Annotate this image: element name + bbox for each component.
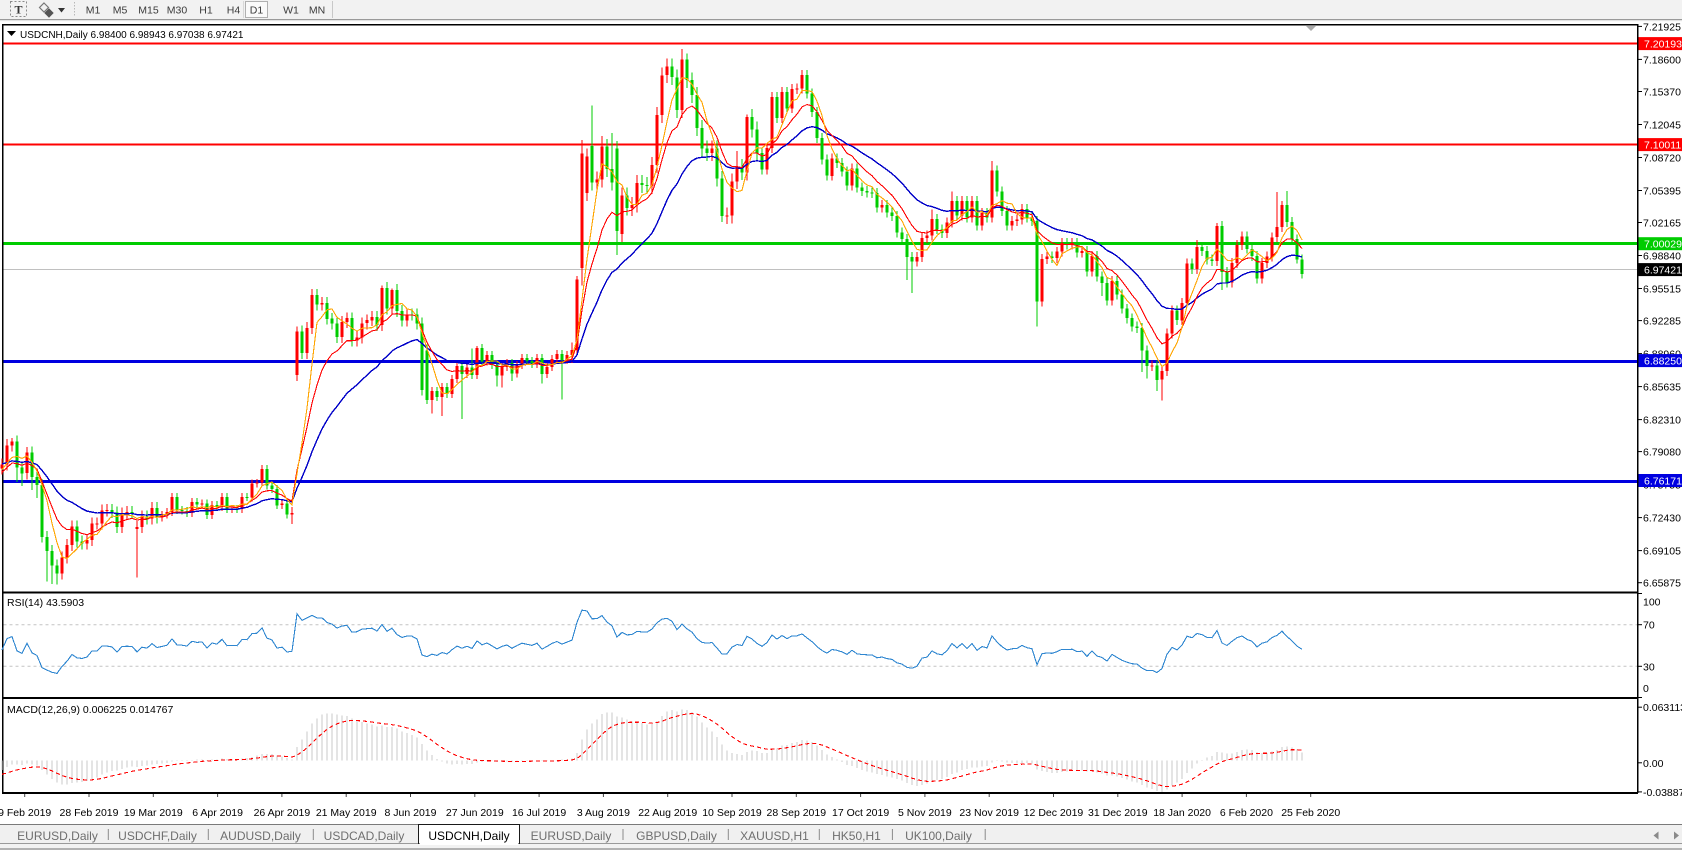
svg-text:H4: H4 xyxy=(227,5,241,17)
svg-text:EURUSD,Daily: EURUSD,Daily xyxy=(531,829,612,843)
svg-text:USDCNH,Daily 6.98400 6.98943: USDCNH,Daily 6.98400 6.98943 6.97038 6.9… xyxy=(20,30,244,41)
svg-text:21 May 2019: 21 May 2019 xyxy=(316,807,377,819)
svg-text:25 Feb 2020: 25 Feb 2020 xyxy=(1281,807,1340,819)
svg-text:6.92285: 6.92285 xyxy=(1643,316,1681,328)
svg-text:3 Aug 2019: 3 Aug 2019 xyxy=(577,807,630,819)
svg-text:6.82310: 6.82310 xyxy=(1643,415,1681,427)
svg-text:MACD(12,26,9) 0.006225 0.01476: MACD(12,26,9) 0.006225 0.014767 xyxy=(7,704,174,716)
svg-text:XAUUSD,H1: XAUUSD,H1 xyxy=(740,829,809,843)
svg-text:M15: M15 xyxy=(138,5,159,17)
svg-text:7.00029: 7.00029 xyxy=(1644,239,1682,251)
svg-text:22 Aug 2019: 22 Aug 2019 xyxy=(638,807,697,819)
svg-text:23 Nov 2019: 23 Nov 2019 xyxy=(959,807,1019,819)
svg-text:7.18600: 7.18600 xyxy=(1643,54,1681,66)
svg-text:0: 0 xyxy=(1643,683,1649,695)
svg-text:70: 70 xyxy=(1643,620,1655,632)
svg-text:D1: D1 xyxy=(250,5,264,17)
svg-text:-0.038872: -0.038872 xyxy=(1643,787,1682,799)
svg-text:M30: M30 xyxy=(167,5,188,17)
svg-text:USDCNH,Daily: USDCNH,Daily xyxy=(428,829,509,843)
svg-text:USDCAD,Daily: USDCAD,Daily xyxy=(324,829,405,843)
svg-text:EURUSD,Daily: EURUSD,Daily xyxy=(17,829,98,843)
svg-text:6.88250: 6.88250 xyxy=(1644,356,1682,368)
svg-text:6.65875: 6.65875 xyxy=(1643,578,1681,590)
svg-text:6 Feb 2020: 6 Feb 2020 xyxy=(1220,807,1273,819)
svg-text:100: 100 xyxy=(1643,597,1661,609)
svg-text:0.063113: 0.063113 xyxy=(1643,702,1682,714)
svg-text:30: 30 xyxy=(1643,661,1655,673)
svg-text:6.97421: 6.97421 xyxy=(1644,265,1682,277)
svg-text:6.79080: 6.79080 xyxy=(1643,447,1681,459)
svg-text:6.95515: 6.95515 xyxy=(1643,284,1681,296)
svg-text:17 Oct 2019: 17 Oct 2019 xyxy=(832,807,889,819)
svg-text:19 Mar 2019: 19 Mar 2019 xyxy=(124,807,183,819)
svg-text:7.02165: 7.02165 xyxy=(1643,218,1681,230)
svg-text:7.10011: 7.10011 xyxy=(1644,140,1681,152)
svg-text:6 Apr 2019: 6 Apr 2019 xyxy=(192,807,243,819)
svg-text:8 Jun 2019: 8 Jun 2019 xyxy=(385,807,437,819)
svg-text:26 Apr 2019: 26 Apr 2019 xyxy=(254,807,311,819)
svg-text:7.12045: 7.12045 xyxy=(1643,120,1681,132)
svg-text:0.00: 0.00 xyxy=(1643,758,1664,770)
svg-text:RSI(14) 43.5903: RSI(14) 43.5903 xyxy=(7,597,84,609)
svg-text:28 Sep 2019: 28 Sep 2019 xyxy=(767,807,827,819)
svg-text:31 Dec 2019: 31 Dec 2019 xyxy=(1088,807,1148,819)
svg-text:T: T xyxy=(14,3,22,17)
svg-text:7.21925: 7.21925 xyxy=(1643,21,1681,33)
svg-text:MN: MN xyxy=(309,5,325,17)
svg-text:16 Jul 2019: 16 Jul 2019 xyxy=(512,807,566,819)
svg-text:USDCHF,Daily: USDCHF,Daily xyxy=(118,829,197,843)
svg-text:18 Jan 2020: 18 Jan 2020 xyxy=(1153,807,1211,819)
svg-text:6.76171: 6.76171 xyxy=(1644,476,1682,488)
svg-text:27 Jun 2019: 27 Jun 2019 xyxy=(446,807,504,819)
svg-text:7.15370: 7.15370 xyxy=(1643,87,1681,99)
svg-text:6.98840: 6.98840 xyxy=(1643,251,1681,263)
svg-text:HK50,H1: HK50,H1 xyxy=(832,829,881,843)
svg-text:5 Nov 2019: 5 Nov 2019 xyxy=(898,807,952,819)
svg-text:9 Feb 2019: 9 Feb 2019 xyxy=(0,807,51,819)
svg-text:H1: H1 xyxy=(199,5,213,17)
svg-text:7.08720: 7.08720 xyxy=(1643,153,1681,165)
svg-text:6.69105: 6.69105 xyxy=(1643,546,1681,558)
svg-text:6.72430: 6.72430 xyxy=(1643,513,1681,525)
svg-text:M5: M5 xyxy=(113,5,128,17)
svg-text:W1: W1 xyxy=(283,5,299,17)
svg-text:10 Sep 2019: 10 Sep 2019 xyxy=(702,807,762,819)
svg-text:6.85635: 6.85635 xyxy=(1643,382,1681,394)
svg-text:M1: M1 xyxy=(86,5,101,17)
svg-text:12 Dec 2019: 12 Dec 2019 xyxy=(1024,807,1084,819)
svg-text:28 Feb 2019: 28 Feb 2019 xyxy=(60,807,119,819)
svg-text:7.20193: 7.20193 xyxy=(1644,39,1682,51)
svg-text:GBPUSD,Daily: GBPUSD,Daily xyxy=(636,829,717,843)
svg-text:UK100,Daily: UK100,Daily xyxy=(905,829,972,843)
svg-text:7.05395: 7.05395 xyxy=(1643,186,1681,198)
svg-text:AUDUSD,Daily: AUDUSD,Daily xyxy=(220,829,301,843)
